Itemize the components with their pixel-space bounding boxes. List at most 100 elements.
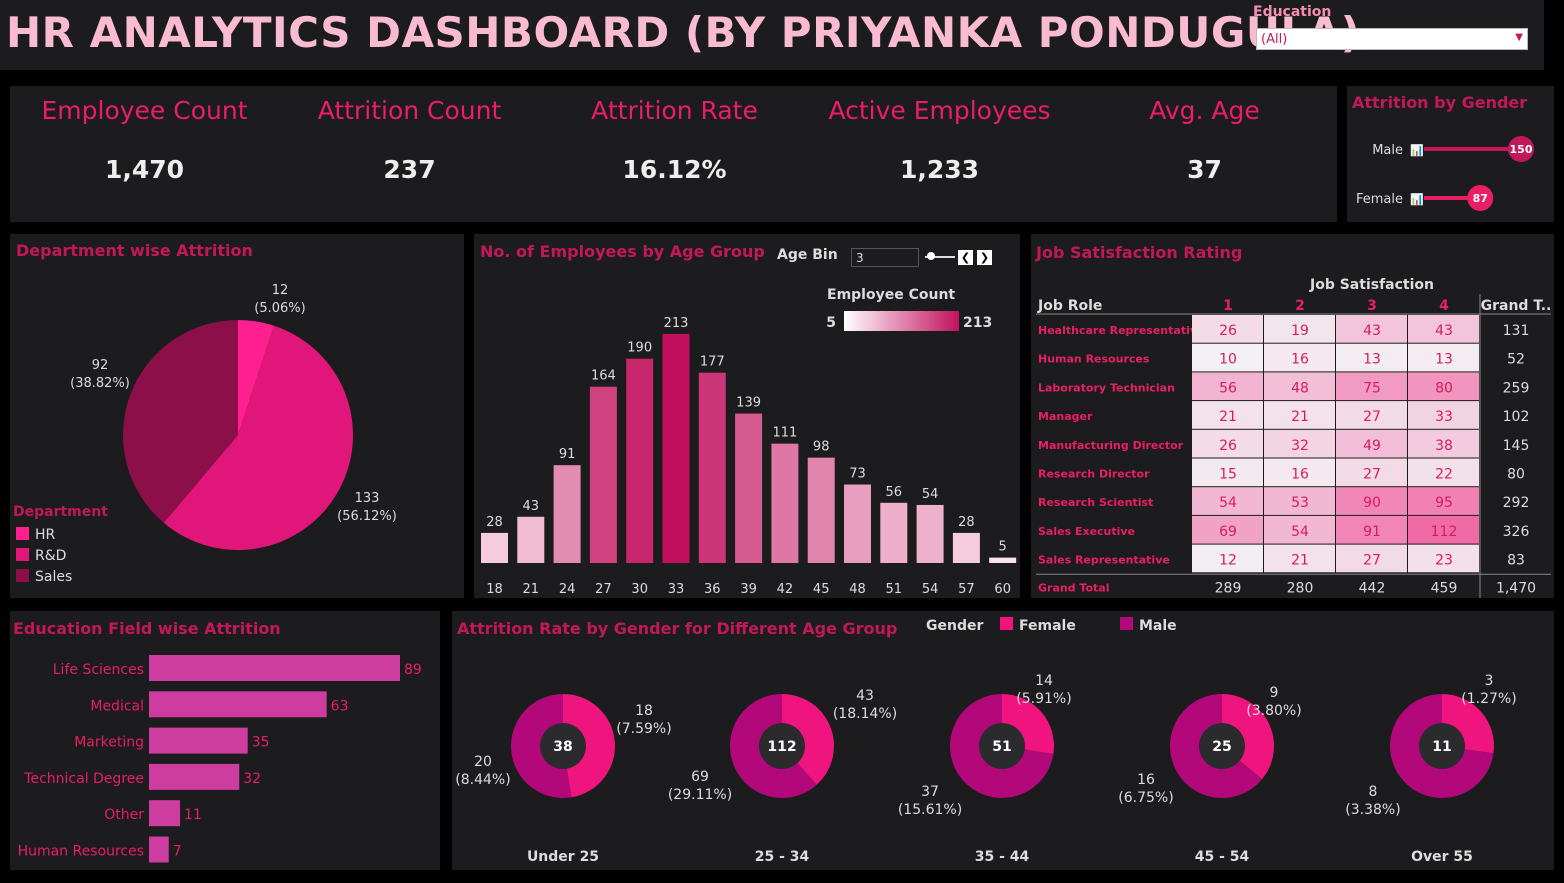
female-percent: (1.27%) bbox=[1461, 691, 1516, 707]
bar-chart-icon: 📊 bbox=[1410, 193, 1424, 206]
column-header: 2 bbox=[1295, 298, 1305, 314]
age-tick-label: 36 bbox=[704, 582, 721, 597]
age-bar-value: 28 bbox=[958, 515, 975, 530]
donut-total: 112 bbox=[767, 739, 796, 755]
female-value: 3 bbox=[1485, 673, 1494, 689]
job-role-label: Human Resources bbox=[1038, 353, 1150, 366]
heatmap-value: 21 bbox=[1219, 409, 1237, 425]
age-bin-input[interactable]: 3 bbox=[851, 248, 919, 267]
heatmap-value: 23 bbox=[1435, 553, 1453, 569]
department-legend-title: Department bbox=[13, 504, 108, 520]
grand-total-value: 280 bbox=[1287, 580, 1314, 596]
heatmap-value: 80 bbox=[1435, 380, 1453, 396]
gender-bubble bbox=[1467, 185, 1494, 211]
heatmap-value: 90 bbox=[1363, 495, 1381, 511]
age-bar-value: 177 bbox=[700, 355, 725, 370]
age-group-label: 45 - 54 bbox=[1195, 849, 1250, 865]
age-tick-label: 18 bbox=[486, 582, 503, 597]
heatmap-value: 54 bbox=[1219, 495, 1237, 511]
pie-slice-percent: (56.12%) bbox=[337, 509, 397, 524]
education-filter-value: (All) bbox=[1261, 32, 1288, 47]
gender-bubble bbox=[1508, 136, 1534, 162]
gender-value: 87 bbox=[1473, 192, 1488, 205]
age-bar bbox=[698, 372, 726, 563]
donut-slice-female bbox=[563, 694, 615, 798]
job-satisfaction-panel: Job Satisfaction Rating Job Satisfaction… bbox=[1031, 234, 1554, 598]
column-header: 4 bbox=[1439, 298, 1449, 314]
kpi-panel: Employee Count 1,470 Attrition Count 237… bbox=[10, 86, 1337, 222]
legend-swatch bbox=[16, 548, 29, 561]
education-field-bar-chart: Life Sciences 89 Medical 63 Marketing 35 Techn… bbox=[18, 655, 422, 863]
heatmap-cell bbox=[1192, 401, 1263, 429]
gender-attrition-chart: Male 📊 150 Female 📊 87 bbox=[1356, 136, 1534, 211]
heatmap-value: 54 bbox=[1291, 524, 1309, 540]
education-field-label: Technical Degree bbox=[23, 771, 144, 787]
education-field-bar bbox=[149, 836, 169, 863]
heatmap-value: 56 bbox=[1219, 380, 1237, 396]
male-value: 37 bbox=[921, 784, 939, 800]
grand-total-value: 289 bbox=[1215, 580, 1242, 596]
heatmap-value: 22 bbox=[1435, 467, 1453, 483]
female-value: 14 bbox=[1035, 673, 1053, 689]
job-role-label: Manager bbox=[1038, 410, 1093, 423]
male-percent: (8.44%) bbox=[455, 772, 510, 788]
education-field-value: 35 bbox=[252, 735, 270, 751]
color-legend-max: 213 bbox=[963, 315, 992, 331]
pie-slice-value: 133 bbox=[355, 491, 380, 506]
legend-label: HR bbox=[35, 527, 56, 543]
female-percent: (7.59%) bbox=[616, 721, 671, 737]
heatmap-cell bbox=[1408, 458, 1479, 487]
age-bar bbox=[589, 386, 617, 563]
grand-total-overall: 1,470 bbox=[1496, 580, 1536, 596]
heatmap-cell bbox=[1408, 515, 1479, 544]
job-role-label: Laboratory Technician bbox=[1038, 381, 1175, 394]
pie-slice-percent: (5.06%) bbox=[254, 301, 305, 316]
education-field-bar bbox=[149, 800, 181, 827]
kpi-label: Active Employees bbox=[828, 96, 1051, 125]
heatmap-cell bbox=[1264, 515, 1335, 544]
chevron-right-icon[interactable]: ❯ bbox=[977, 250, 992, 265]
age-tick-label: 30 bbox=[631, 582, 648, 597]
heatmap-cell bbox=[1192, 487, 1263, 515]
pie-slice-percent: (38.82%) bbox=[70, 376, 130, 391]
female-percent: (18.14%) bbox=[833, 706, 897, 722]
education-field-label: Other bbox=[104, 807, 144, 823]
kpi-value: 1,233 bbox=[899, 155, 980, 184]
age-bar-value: 28 bbox=[486, 515, 503, 530]
education-field-value: 32 bbox=[243, 771, 261, 787]
age-bin-value: 3 bbox=[856, 251, 864, 265]
column-header: 1 bbox=[1223, 298, 1233, 314]
chevron-left-icon[interactable]: ❮ bbox=[958, 250, 973, 265]
age-bar bbox=[735, 413, 763, 563]
age-bar-value: 56 bbox=[886, 485, 903, 500]
donut-total: 51 bbox=[992, 739, 1011, 755]
heatmap-value: 21 bbox=[1291, 553, 1309, 569]
heatmap-value: 53 bbox=[1291, 495, 1309, 511]
age-bar-value: 54 bbox=[922, 487, 939, 502]
row-total: 292 bbox=[1503, 495, 1530, 511]
donut-hole bbox=[1419, 723, 1465, 769]
age-group-label: 35 - 44 bbox=[975, 849, 1030, 865]
kpi-employee-count: Employee Count 1,470 bbox=[12, 86, 277, 184]
age-bin-slider[interactable] bbox=[925, 256, 955, 258]
gender-label: Female bbox=[1356, 192, 1403, 207]
heatmap-cell bbox=[1336, 372, 1407, 401]
age-tick-label: 48 bbox=[849, 582, 866, 597]
grand-total-label: Grand Total bbox=[1038, 581, 1109, 594]
heatmap-value: 10 bbox=[1219, 352, 1237, 368]
kpi-value: 1,470 bbox=[104, 155, 185, 184]
education-filter-dropdown[interactable]: (All) ▼ bbox=[1256, 28, 1528, 50]
slider-handle[interactable] bbox=[927, 252, 935, 260]
gender-age-donut-charts: Gender Female Male3818(7.59%)20(8.44%)Unde… bbox=[455, 617, 1517, 865]
legend-label-male: Male bbox=[1139, 618, 1177, 634]
education-field-panel: Education Field wise Attrition Life Scie… bbox=[10, 611, 440, 870]
donut-total: 25 bbox=[1212, 739, 1231, 755]
gender-age-title: Attrition Rate by Gender for Different A… bbox=[457, 619, 898, 638]
age-tick-label: 45 bbox=[813, 582, 830, 597]
legend-swatch-male bbox=[1120, 617, 1133, 630]
heatmap-cell bbox=[1264, 429, 1335, 458]
row-total: 102 bbox=[1503, 409, 1530, 425]
heatmap-value: 27 bbox=[1363, 409, 1381, 425]
kpi-label: Attrition Rate bbox=[591, 96, 758, 125]
age-tick-label: 42 bbox=[777, 582, 794, 597]
